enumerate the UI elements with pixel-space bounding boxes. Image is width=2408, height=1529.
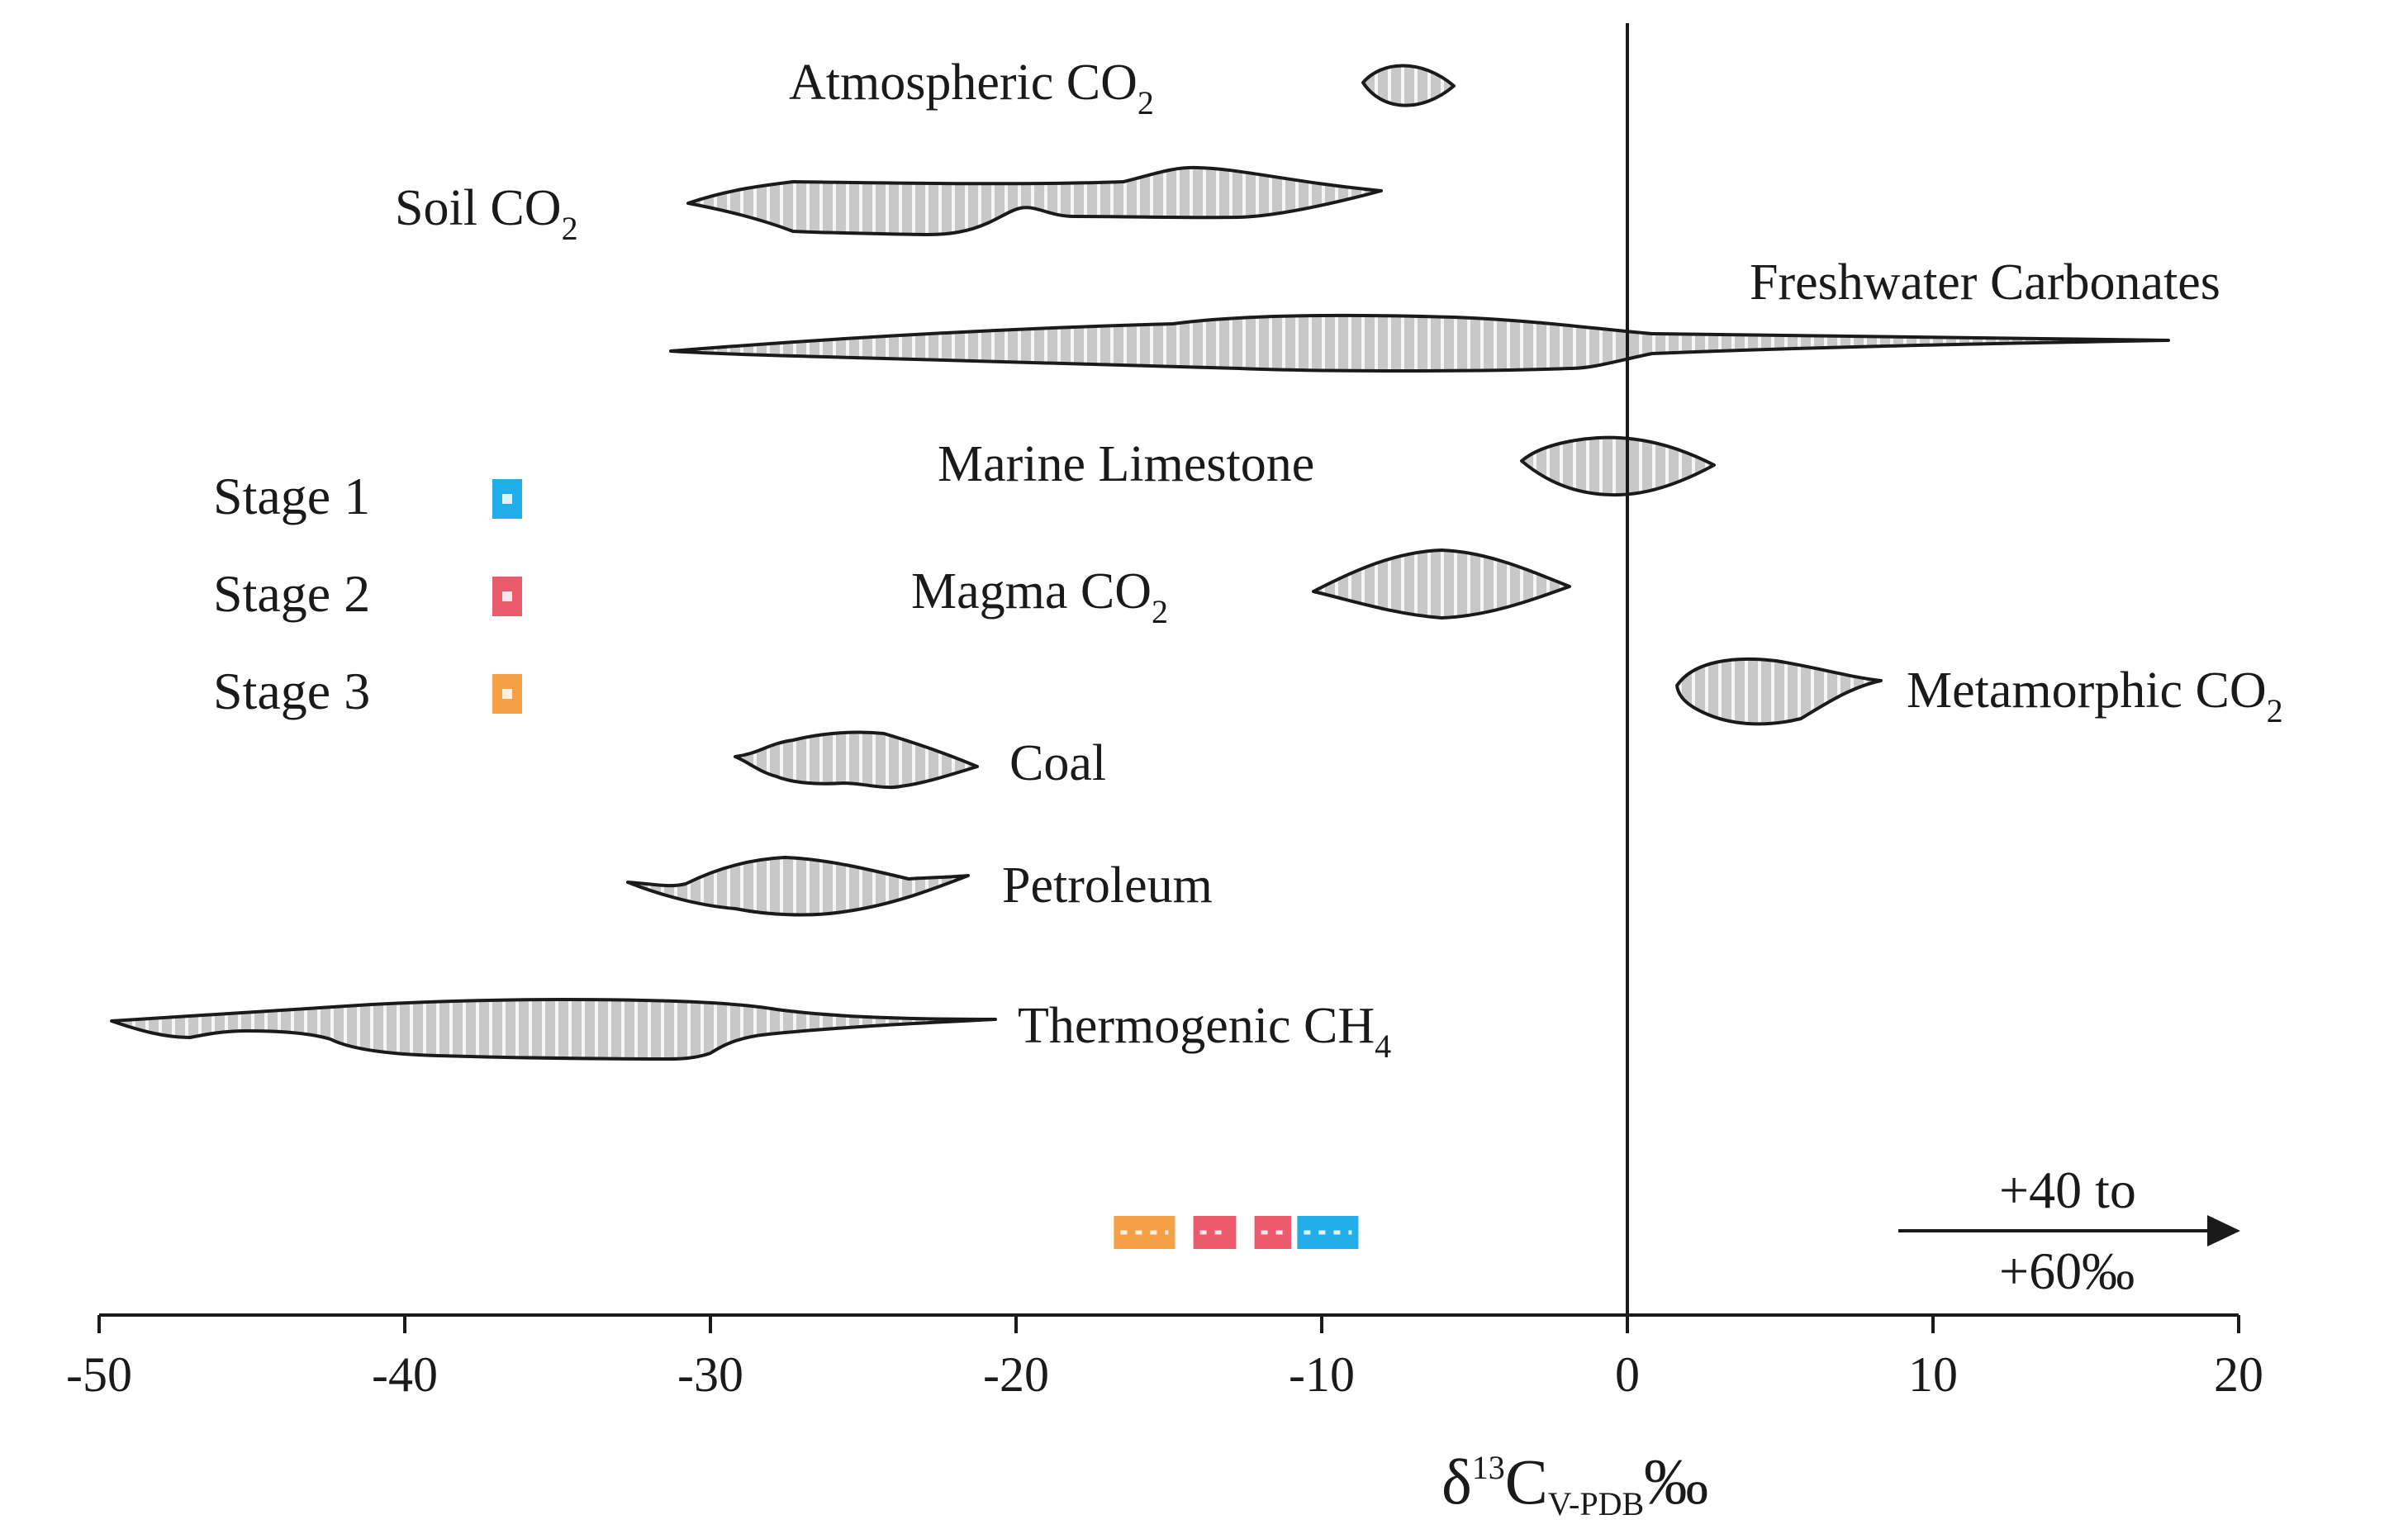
source-shapes — [110, 64, 2170, 1061]
x-tick-label: -10 — [1289, 1347, 1355, 1402]
soil-co2-shape — [686, 165, 1383, 237]
source-label-coal: Coal — [1009, 735, 1106, 791]
legend: Stage 1 Stage 2 Stage 3 — [213, 467, 522, 720]
source-label-soil-co2: Soil CO2 — [395, 180, 578, 247]
legend-label-stage-3: Stage 3 — [213, 662, 370, 720]
freshwater-carbonates-shape — [669, 313, 2170, 373]
annotation-line-2: +60‰ — [1999, 1242, 2135, 1300]
source-label-atmospheric-co2: Atmospheric CO2 — [789, 55, 1154, 121]
x-tick-label: 0 — [1615, 1347, 1640, 1402]
x-axis: -50 -40 -30 -20 -10 0 10 20 — [66, 1313, 2263, 1402]
x-tick-label: 10 — [1908, 1347, 1958, 1402]
source-label-petroleum: Petroleum — [1002, 857, 1213, 914]
x-tick-label: 20 — [2214, 1347, 2263, 1402]
stage-ranges — [1114, 1216, 1359, 1249]
thermogenic-ch4-shape — [110, 998, 997, 1061]
petroleum-shape — [626, 856, 970, 917]
source-label-thermogenic-ch4: Thermogenic CH4 — [1018, 998, 1391, 1065]
source-label-freshwater-carbonates: Freshwater Carbonates — [1750, 254, 2220, 311]
legend-swatch-highlight — [502, 689, 512, 699]
annotation-arrow-head — [2207, 1215, 2240, 1246]
annotation: +40 to +60‰ — [1898, 1161, 2240, 1300]
atmospheric-co2-shape — [1361, 64, 1456, 107]
x-tick-label: -20 — [983, 1347, 1049, 1402]
annotation-line-1: +40 to — [1999, 1161, 2136, 1219]
legend-label-stage-2: Stage 2 — [213, 564, 370, 623]
source-labels: Atmospheric CO2 Soil CO2 Freshwater Carb… — [395, 55, 2283, 1065]
x-tick-label: -50 — [66, 1347, 132, 1402]
x-axis-title: δ13CV-PDB‰ — [1441, 1446, 1708, 1522]
legend-swatch-highlight — [502, 591, 512, 601]
marine-limestone-shape — [1520, 435, 1716, 497]
magma-co2-shape — [1312, 548, 1571, 620]
metamorphic-co2-shape — [1675, 657, 1883, 726]
stage-2-range-bar — [1193, 1216, 1237, 1249]
source-label-marine-limestone: Marine Limestone — [938, 436, 1314, 492]
stage-2-range-bar — [1254, 1216, 1291, 1249]
x-tick-label: -40 — [372, 1347, 438, 1402]
coal-shape — [734, 730, 979, 790]
legend-swatch-highlight — [502, 494, 512, 504]
x-tick-label: -30 — [677, 1347, 743, 1402]
source-label-magma-co2: Magma CO2 — [911, 563, 1168, 630]
source-label-metamorphic-co2: Metamorphic CO2 — [1907, 662, 2283, 729]
legend-label-stage-1: Stage 1 — [213, 467, 370, 525]
